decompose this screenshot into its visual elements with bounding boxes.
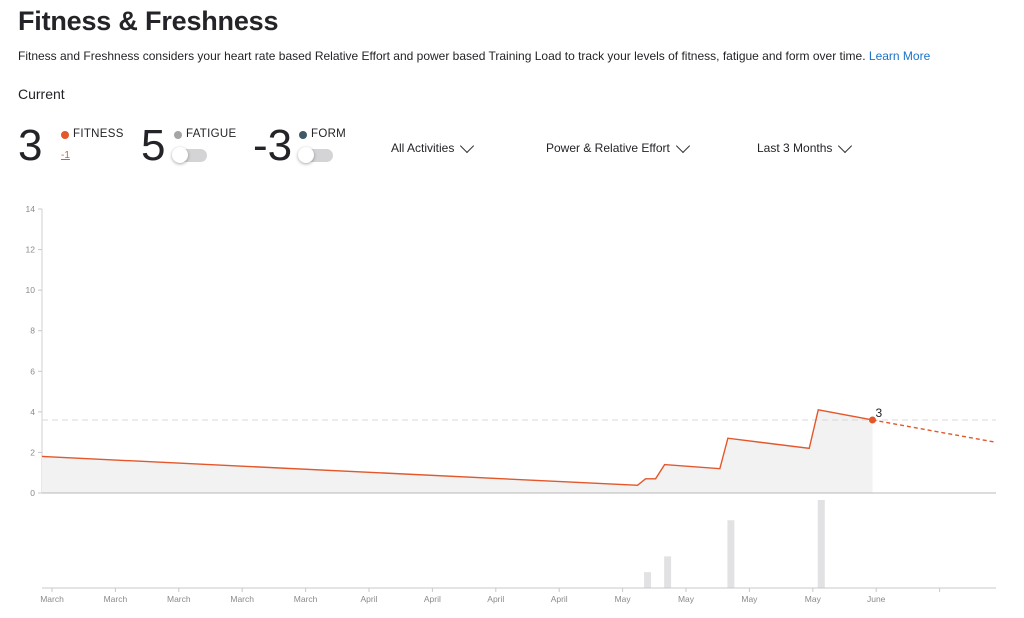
chevron-down-icon [460,138,475,153]
fitness-area [42,409,873,493]
x-tick-label: May [741,594,758,604]
y-axis: 14 12 10 8 6 4 2 0 [26,204,43,498]
activities-dropdown[interactable]: All Activities [391,138,475,155]
fitness-lines: 3 [41,406,997,494]
fitness-label: FITNESS [73,128,124,140]
fatigue-label: FATIGUE [186,128,237,140]
x-tick-label: June [867,594,886,604]
chevron-down-icon [838,138,853,153]
fitness-projection-line [872,419,997,443]
fitness-area-fill [42,409,873,493]
x-tick-label: May [678,594,695,604]
metric-dropdown-label: Power & Relative Effort [546,141,670,155]
learn-more-link[interactable]: Learn More [868,49,931,63]
range-dropdown-label: Last 3 Months [757,141,833,155]
x-tick-label: March [167,594,191,604]
fitness-dot-icon [61,131,69,139]
x-axis: March March March March March April April April… [40,587,996,604]
y-tick-label: 0 [30,488,35,498]
x-tick-label: March [230,594,254,604]
fatigue-toggle[interactable] [172,147,207,163]
fatigue-value: 5 [141,121,166,170]
y-tick-label: 2 [30,447,35,457]
activity-bar [644,572,652,588]
y-tick-label: 10 [26,285,36,295]
x-tick-label: March [40,594,64,604]
x-tick-label: April [360,594,377,604]
fitness-value: 3 [18,121,43,170]
activity-bar [727,520,735,588]
activity-bar [817,500,825,588]
fitness-chart[interactable]: 14 12 10 8 6 4 2 0 3 March March March March March A… [0,195,1024,615]
description-text: Fitness and Freshness considers your hea… [18,49,866,63]
fitness-series-line [41,409,873,487]
current-point-label: 3 [875,406,882,420]
x-tick-label: May [805,594,822,604]
page-title: Fitness & Freshness [18,6,279,36]
form-value: -3 [253,121,293,170]
chevron-down-icon [675,138,690,153]
y-tick-label: 4 [30,407,35,417]
form-toggle[interactable] [298,147,333,163]
x-tick-label: April [487,594,504,604]
y-tick-label: 8 [30,326,35,336]
current-point-marker [868,416,876,424]
activity-bar [664,556,672,588]
metric-dropdown[interactable]: Power & Relative Effort [546,138,690,155]
x-tick-label: April [424,594,441,604]
toggle-knob [298,147,314,163]
x-tick-label: May [615,594,632,604]
fatigue-dot-icon [174,131,182,139]
activities-dropdown-label: All Activities [391,141,455,155]
fitness-delta-value: -1 [61,150,70,161]
x-tick-label: March [294,594,318,604]
activity-bars [644,500,825,588]
y-tick-label: 14 [26,204,36,214]
x-tick-label: April [551,594,568,604]
page-description: Fitness and Freshness considers your hea… [18,49,930,63]
y-tick-label: 6 [30,366,35,376]
form-label: FORM [311,128,347,140]
y-tick-label: 12 [26,245,36,255]
range-dropdown[interactable]: Last 3 Months [757,138,853,155]
current-label: Current [18,86,65,102]
fitness-delta: -1 [61,150,70,161]
form-dot-icon [299,131,307,139]
toggle-knob [172,147,188,163]
x-tick-label: March [104,594,128,604]
